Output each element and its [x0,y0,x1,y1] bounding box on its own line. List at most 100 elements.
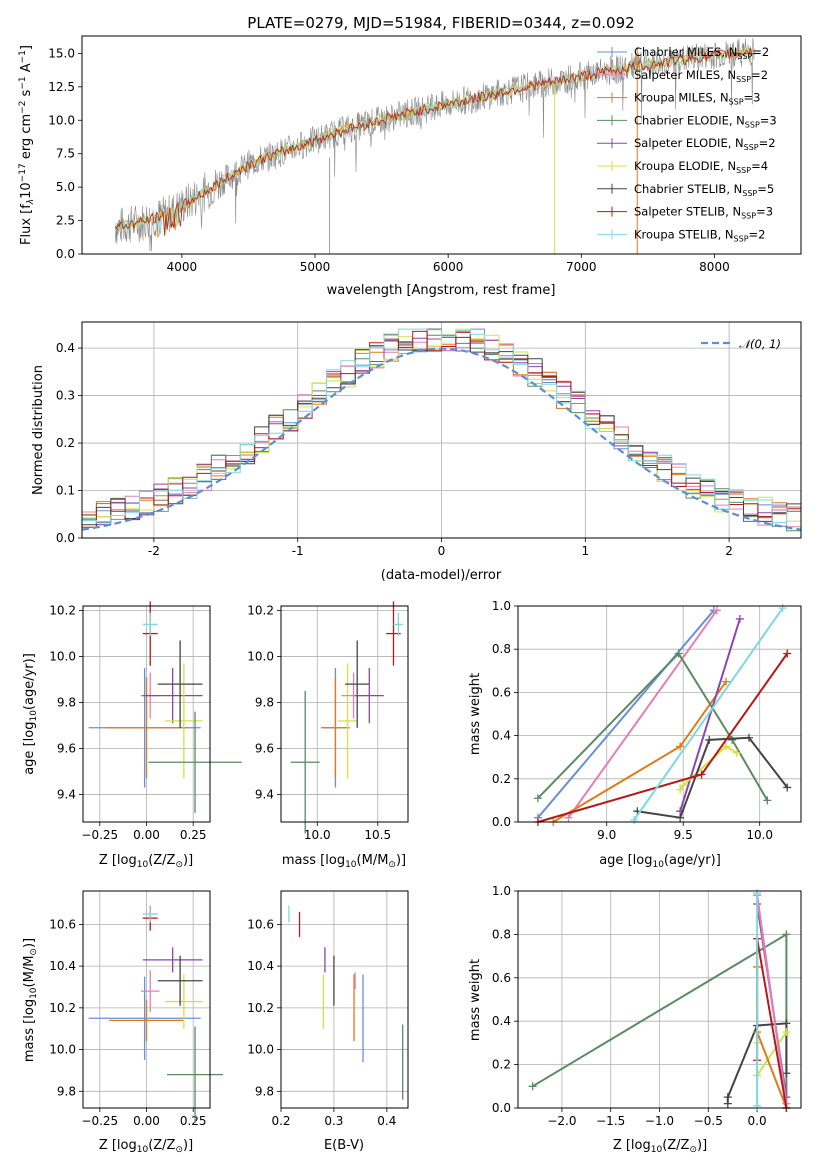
y-tick-label: 0.6 [492,685,511,699]
y-tick-label: 9.4 [57,787,76,801]
weight-point-marker [712,606,721,615]
x-tick-label: 0.25 [180,1114,207,1128]
y-axis-label: mass weight [468,959,483,1041]
y-tick-label: 10.4 [247,959,274,973]
axes-frame [81,35,802,255]
x-tick-label: −0.25 [81,828,118,842]
weight-point-marker [735,614,744,623]
y-tick-label: 10.2 [247,1001,274,1015]
weight-point-marker [753,1101,762,1110]
x-tick-label: 0 [438,544,446,558]
axes-frame [82,890,211,1109]
y-tick-label: 12.5 [48,80,75,94]
normal-distribution-curve [81,347,802,531]
weight-point-marker [564,813,573,822]
weight-series-line [633,607,784,821]
y-tick-label: 5.0 [56,180,75,194]
y-tick-label: 10.2 [49,1001,76,1015]
x-tick-label: 0.00 [133,828,160,842]
x-tick-label: 4000 [167,260,198,274]
legend-label: Salpeter ELODIE, NSSP=2 [634,136,776,152]
y-tick-label: 10.4 [49,959,76,973]
x-axis-label: Z [log10(Z/Z⊙)] [99,1138,193,1155]
x-tick-label: 7000 [566,260,597,274]
y-tick-label: 9.6 [255,741,274,755]
y-tick-label: 1.0 [492,599,511,613]
legend-label: Chabrier STELIB, NSSP=5 [634,182,774,198]
y-tick-label: 9.8 [255,1084,274,1098]
x-tick-label: -2 [148,544,160,558]
y-tick-label: 0.3 [56,389,75,403]
y-tick-label: 0.8 [492,927,511,941]
y-tick-label: 7.5 [56,147,75,161]
weight-point-marker [728,735,737,744]
y-tick-label: 0.8 [492,642,511,656]
legend-label: Kroupa STELIB, NSSP=2 [634,227,765,243]
x-tick-label: 10.0 [746,828,773,842]
x-tick-label: 9.0 [597,828,616,842]
weight-point-marker [697,770,706,779]
y-tick-label: 9.8 [255,696,274,710]
weight-series-line [679,745,738,791]
y-tick-label: 0.0 [56,531,75,545]
weight-point-marker [630,815,639,824]
y-tick-label: 10.6 [247,917,274,931]
residual-histogram-step [82,328,801,524]
weight-vs-age-panel: 9.0 9.5 10.0 0.0 0.2 0.4 0.6 0.8 1.0 age [log10(a… [468,599,802,870]
axes-frame [82,605,211,823]
legend-label: Chabrier MILES, NSSP=2 [634,45,769,61]
x-axis-label: Z [log10(Z/Z⊙)] [613,1138,707,1155]
age-vs-metallicity-panel: −0.25 0.00 0.25 9.4 9.6 9.8 10.0 10.2 Z [log10(Z… [22,601,242,870]
x-tick-label: 10.5 [364,828,391,842]
weight-point-marker [763,796,772,805]
axes-frame [517,890,802,1109]
y-axis-label: Flux [fλ10−17 erg cm−2 s−1 A−1] [18,45,36,245]
weight-point-marker [679,781,688,790]
x-tick-label: 0.25 [180,828,207,842]
axes-frame [280,890,409,1109]
x-axis-label: (data-model)/error [381,568,502,583]
weight-point-marker [723,1093,732,1102]
y-tick-label: 0.4 [492,729,511,743]
x-tick-label: 0.2 [271,1114,290,1128]
x-tick-label: −1.0 [645,1114,674,1128]
legend-label: Salpeter STELIB, NSSP=3 [634,205,773,221]
weight-point-marker [676,785,685,794]
model-spectrum-line [114,47,755,236]
y-tick-label: 0.0 [492,1101,511,1115]
x-axis-label: mass [log10(M/M⊙)] [282,853,406,870]
x-tick-label: 0.00 [133,1114,160,1128]
weight-series-line [637,736,788,819]
y-tick-label: 0.2 [56,436,75,450]
weight-point-marker [782,1019,791,1028]
y-tick-label: 0.4 [492,1014,511,1028]
x-tick-label: 2 [725,544,733,558]
x-tick-label: 0.3 [324,1114,343,1128]
weight-point-marker [722,677,731,686]
legend-label: 𝒩(0, 1) [739,337,781,351]
x-axis-label: Z [log10(Z/Z⊙)] [99,853,193,870]
y-tick-label: 10.6 [49,917,76,931]
weight-point-marker [676,742,685,751]
weight-series-line [552,681,727,823]
x-tick-label: 5000 [300,260,331,274]
residual-histogram-step [82,328,801,522]
weight-point-marker [778,604,787,613]
legend-label: Salpeter MILES, NSSP=2 [634,68,768,84]
legend-label: Chabrier ELODIE, NSSP=3 [634,113,777,129]
x-axis-label: wavelength [Angstrom, rest frame] [327,283,556,298]
x-tick-label: −2.0 [547,1114,576,1128]
y-tick-label: 9.8 [57,696,76,710]
y-tick-label: 9.6 [57,741,76,755]
age-vs-mass-panel: 10.0 10.5 9.4 9.6 9.8 10.0 10.2 mass [log10(M/M… [247,601,409,870]
weight-point-marker [782,930,791,939]
weight-point-marker [674,649,683,658]
figure-title: PLATE=0279, MJD=51984, FIBERID=0344, z=0… [247,14,634,32]
weight-point-marker [782,1028,791,1037]
mass-vs-metallicity-panel: −0.25 0.00 0.25 9.8 10.0 10.2 10.4 10.6 Z [log10… [22,890,224,1155]
y-tick-label: 9.8 [57,1084,76,1098]
y-tick-label: 10.2 [49,604,76,618]
x-tick-label: −0.25 [81,1114,118,1128]
x-axis-label: age [log10(age/yr)] [599,853,721,870]
weight-point-marker [783,649,792,658]
